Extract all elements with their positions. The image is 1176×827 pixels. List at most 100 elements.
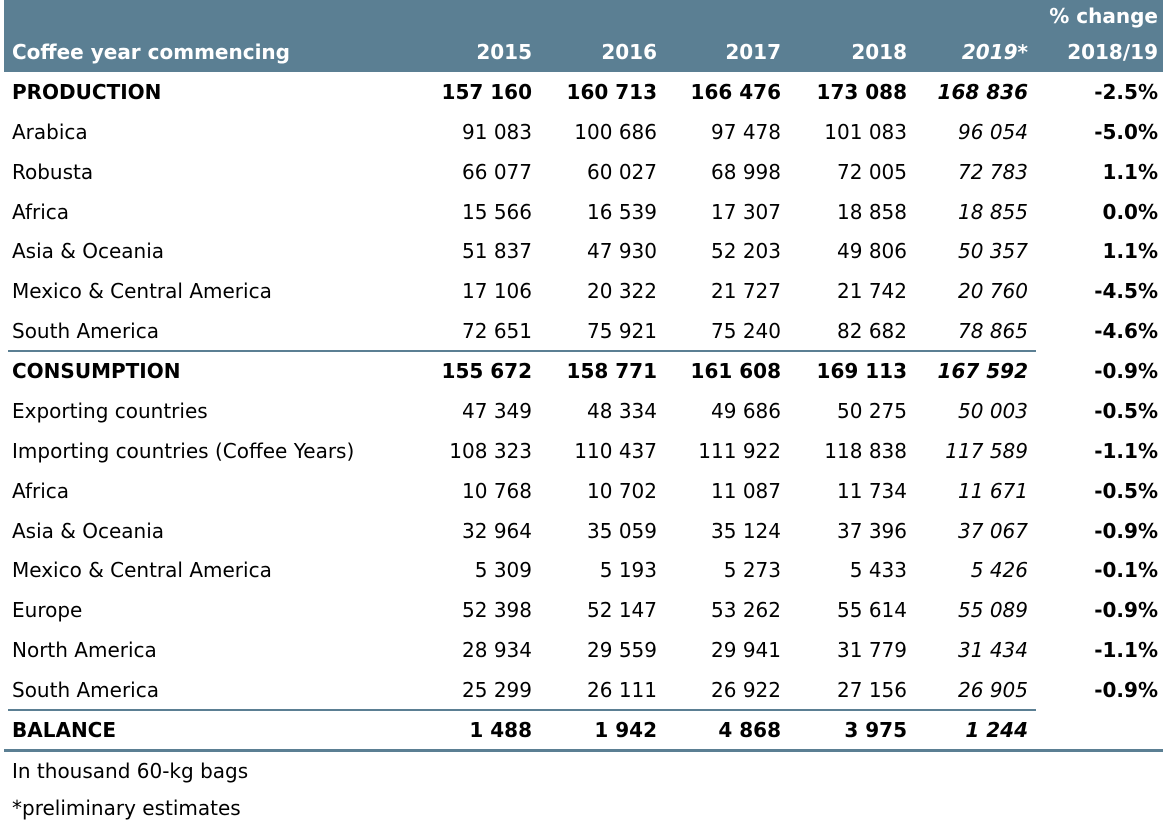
cell: 20 322 xyxy=(587,279,657,304)
cell: 50 003 xyxy=(958,398,1028,423)
row-label: CONSUMPTION xyxy=(12,359,181,384)
cell: 157 160 xyxy=(441,79,532,104)
column-header: 2015 xyxy=(476,40,532,64)
row-label: Robusta xyxy=(12,159,94,184)
cell: 26 922 xyxy=(711,678,781,703)
change-cell: -0.9% xyxy=(1094,518,1158,543)
cell: 72 783 xyxy=(958,159,1028,184)
cell: 118 838 xyxy=(824,438,907,463)
cell: 27 156 xyxy=(837,678,907,703)
cell: 168 836 xyxy=(937,79,1028,104)
cell: 100 686 xyxy=(574,119,657,144)
cell: 25 299 xyxy=(462,678,532,703)
row-label: North America xyxy=(12,638,157,663)
cell: 52 203 xyxy=(711,239,781,264)
change-cell: -0.5% xyxy=(1094,478,1158,503)
change-cell: -0.1% xyxy=(1094,558,1158,583)
column-header: 2016 xyxy=(601,40,657,64)
column-header: 2019* xyxy=(961,40,1028,64)
row-label: Arabica xyxy=(12,119,88,144)
cell: 78 865 xyxy=(958,319,1028,344)
change-cell: -0.9% xyxy=(1094,598,1158,623)
cell: 31 779 xyxy=(837,638,907,663)
cell: 96 054 xyxy=(958,119,1028,144)
cell: 53 262 xyxy=(711,598,781,623)
cell: 161 608 xyxy=(690,359,781,384)
cell: 5 433 xyxy=(849,558,907,583)
header-band xyxy=(4,0,1163,72)
cell: 18 858 xyxy=(837,199,907,224)
cell: 167 592 xyxy=(937,359,1028,384)
cell: 97 478 xyxy=(711,119,781,144)
change-cell: -4.6% xyxy=(1094,319,1158,344)
cell: 5 309 xyxy=(474,558,532,583)
cell: 18 855 xyxy=(958,199,1028,224)
cell: 1 244 xyxy=(965,717,1028,742)
change-header: % change xyxy=(1049,4,1158,28)
cell: 29 941 xyxy=(711,638,781,663)
row-label: Asia & Oceania xyxy=(12,518,165,543)
cell: 11 087 xyxy=(711,478,781,503)
cell: 49 806 xyxy=(837,239,907,264)
cell: 26 111 xyxy=(587,678,657,703)
cell: 47 930 xyxy=(587,239,657,264)
cell: 26 905 xyxy=(958,678,1028,703)
row-label: Exporting countries xyxy=(12,398,208,423)
cell: 16 539 xyxy=(587,199,657,224)
cell: 1 488 xyxy=(469,717,532,742)
cell: 17 106 xyxy=(462,279,532,304)
row-label: South America xyxy=(12,678,159,703)
cell: 72 651 xyxy=(462,319,532,344)
row-label: Importing countries (Coffee Years) xyxy=(12,438,355,463)
cell: 32 964 xyxy=(462,518,532,543)
cell: 37 067 xyxy=(958,518,1028,543)
rule xyxy=(4,748,1163,752)
cell: 52 147 xyxy=(587,598,657,623)
cell: 82 682 xyxy=(837,319,907,344)
cell: 21 742 xyxy=(837,279,907,304)
cell: 3 975 xyxy=(844,717,907,742)
cell: 108 323 xyxy=(449,438,532,463)
rule xyxy=(8,350,1036,353)
cell: 110 437 xyxy=(574,438,657,463)
cell: 158 771 xyxy=(566,359,657,384)
change-cell: 1.1% xyxy=(1102,239,1158,264)
rule xyxy=(8,709,1036,711)
change-cell: -2.5% xyxy=(1094,79,1158,104)
cell: 52 398 xyxy=(462,598,532,623)
change-cell: -0.9% xyxy=(1094,678,1158,703)
cell: 160 713 xyxy=(566,79,657,104)
cell: 72 005 xyxy=(837,159,907,184)
cell: 37 396 xyxy=(837,518,907,543)
cell: 1 942 xyxy=(594,717,657,742)
column-header: 2018 xyxy=(851,40,907,64)
row-label: Asia & Oceania xyxy=(12,239,165,264)
row-label: Europe xyxy=(12,598,83,623)
cell: 10 768 xyxy=(462,478,532,503)
cell: 91 083 xyxy=(462,119,532,144)
cell: 49 686 xyxy=(711,398,781,423)
cell: 117 589 xyxy=(945,438,1028,463)
cell: 35 124 xyxy=(711,518,781,543)
change-cell: -5.0% xyxy=(1094,119,1158,144)
cell: 10 702 xyxy=(587,478,657,503)
column-header: 2017 xyxy=(725,40,781,64)
cell: 50 275 xyxy=(837,398,907,423)
row-label: Africa xyxy=(12,199,70,224)
cell: 5 426 xyxy=(970,558,1028,583)
cell: 75 921 xyxy=(587,319,657,344)
change-cell: 1.1% xyxy=(1102,159,1158,184)
change-cell: 0.0% xyxy=(1102,199,1158,224)
cell: 66 077 xyxy=(462,159,532,184)
cell: 35 059 xyxy=(587,518,657,543)
cell: 29 559 xyxy=(587,638,657,663)
row-label: Mexico & Central America xyxy=(12,558,272,583)
cell: 20 760 xyxy=(958,279,1028,304)
cell: 28 934 xyxy=(462,638,532,663)
cell: 55 614 xyxy=(837,598,907,623)
cell: 11 734 xyxy=(837,478,907,503)
row-label: South America xyxy=(12,319,159,344)
cell: 5 273 xyxy=(723,558,781,583)
change-cell: -4.5% xyxy=(1094,279,1158,304)
